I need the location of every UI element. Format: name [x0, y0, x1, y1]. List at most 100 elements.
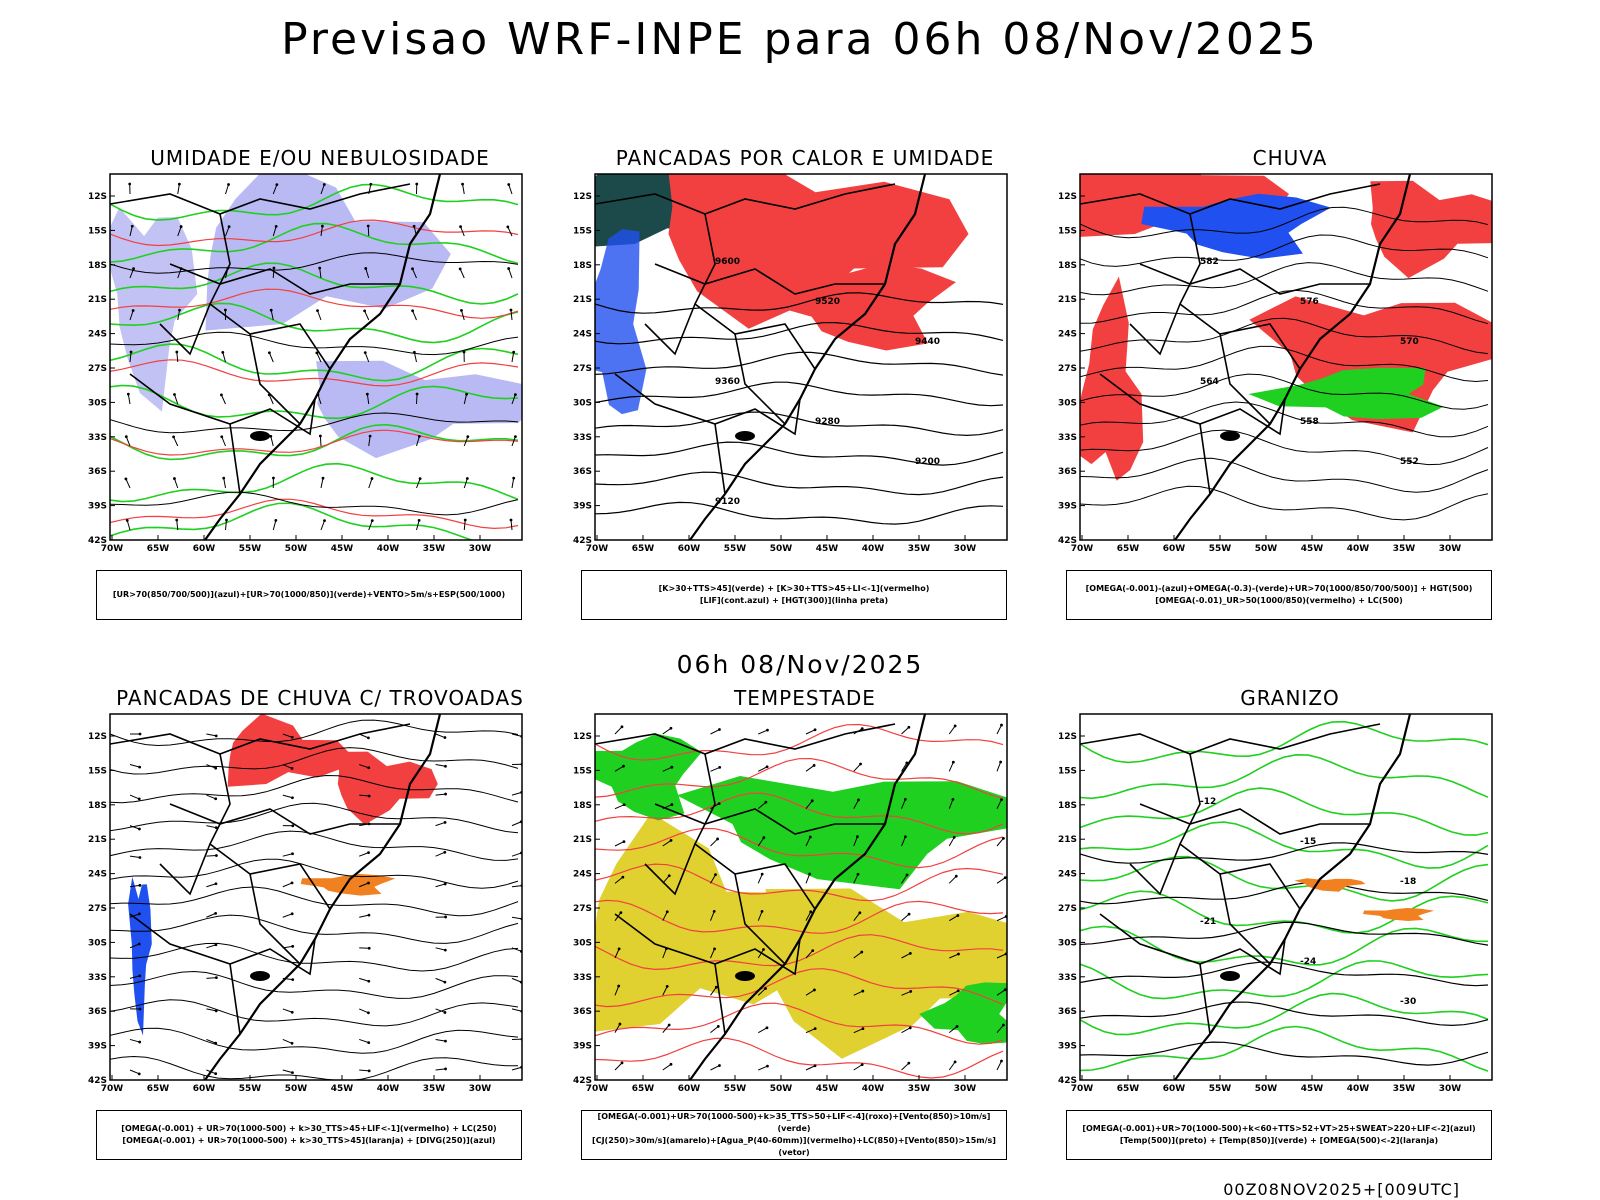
contour-label: 9600: [715, 257, 740, 267]
wind-vector: [757, 988, 766, 996]
contour-line: [1080, 457, 1489, 493]
lake-mark: [1220, 971, 1240, 981]
contour-line: [1080, 345, 1489, 383]
wind-vector: [710, 838, 718, 847]
wind-vector: [662, 839, 672, 847]
vector-head: [214, 911, 218, 915]
lon-label: 45W: [331, 544, 354, 554]
lat-label: 30S: [88, 398, 107, 408]
wind-vector: [225, 184, 230, 195]
contour-line: [595, 1037, 1004, 1079]
wind-vector: [614, 876, 624, 884]
wind-vector: [206, 1008, 217, 1012]
wind-vector: [805, 800, 813, 809]
wind-vector: [176, 351, 179, 363]
vector-head: [128, 182, 132, 186]
vector-head: [507, 183, 511, 186]
coastline: [1174, 174, 1412, 540]
wind-vector: [511, 394, 516, 405]
wind-vector: [435, 733, 446, 739]
coastline: [1174, 714, 1412, 1080]
wind-vector: [710, 986, 717, 996]
wind-vector: [206, 912, 216, 918]
lat-label: 27S: [573, 364, 592, 374]
contour-label: -30: [1400, 997, 1416, 1007]
lon-label: 60W: [678, 1084, 701, 1094]
wind-vector: [511, 1066, 522, 1071]
vector-head: [811, 949, 815, 952]
wind-vector: [948, 837, 955, 847]
lat-label: 30S: [573, 938, 592, 948]
wind-vector: [614, 804, 625, 810]
contour-line: [110, 942, 519, 972]
legend-line-1: [OMEGA(-0.001)-(azul)+OMEGA(-0.3)-(verde…: [1085, 584, 1473, 593]
wind-vector: [320, 184, 325, 195]
lon-label: 30W: [469, 1084, 492, 1094]
vector-head: [175, 518, 179, 522]
lat-label: 36S: [573, 467, 592, 477]
legend-line-1: [OMEGA(-0.001) + UR>70(1000-500) + k>30_…: [121, 1124, 497, 1133]
country-border: [208, 753, 331, 910]
vector-head: [364, 267, 368, 270]
vector-head: [443, 850, 447, 854]
vector-head: [813, 988, 816, 992]
vector-head: [367, 794, 371, 798]
lon-label: 30W: [954, 1084, 977, 1094]
wind-vector: [462, 184, 465, 195]
vector-head: [907, 1061, 911, 1065]
country-border: [169, 803, 400, 835]
lat-label: 24S: [1058, 330, 1077, 340]
vector-head: [809, 910, 813, 914]
wind-vector: [268, 352, 274, 363]
contour-line: [1080, 881, 1489, 905]
shaded-area: [1248, 367, 1444, 419]
vector-head: [315, 351, 319, 355]
wind-vector: [757, 873, 763, 884]
map-frame: [109, 713, 523, 1081]
vector-head: [813, 1064, 817, 1068]
wind-vector: [511, 1008, 522, 1012]
vector-head: [269, 308, 273, 312]
wind-vector: [510, 519, 513, 531]
vector-head: [222, 476, 226, 480]
wind-vector: [758, 729, 768, 735]
vector-head: [417, 518, 421, 522]
vector-head: [857, 798, 860, 802]
wind-vector: [317, 310, 322, 321]
wind-vector: [710, 1026, 719, 1034]
vector-head: [855, 835, 859, 839]
wind-vector: [948, 875, 957, 884]
lon-label: 35W: [1393, 544, 1416, 554]
vector-head: [214, 1072, 218, 1076]
vector-head: [214, 943, 218, 947]
vector-head: [954, 874, 958, 878]
wind-vector: [948, 915, 959, 922]
legend-line-2: [LIF](cont.azul) + [HGT(300)](linha pret…: [699, 596, 889, 605]
lon-label: 35W: [908, 544, 931, 554]
shaded-area: [337, 751, 438, 825]
vector-head: [461, 182, 464, 186]
vector-head: [858, 911, 862, 915]
wind-vector: [221, 436, 226, 447]
lat-label: 39S: [573, 1042, 592, 1052]
country-border: [1199, 398, 1286, 436]
wind-vector: [853, 912, 861, 921]
wind-vector: [710, 874, 716, 884]
vector-head: [214, 854, 218, 857]
panel-title: GRANIZO: [1240, 686, 1340, 710]
wind-vector: [901, 874, 908, 884]
country-border: [734, 873, 786, 965]
vector-head: [227, 183, 230, 186]
country-border: [693, 753, 816, 910]
vector-head: [415, 392, 419, 396]
contour-label: -18: [1400, 877, 1416, 887]
lake-mark: [250, 971, 270, 981]
wind-vector: [129, 226, 133, 237]
vector-head: [622, 840, 626, 844]
